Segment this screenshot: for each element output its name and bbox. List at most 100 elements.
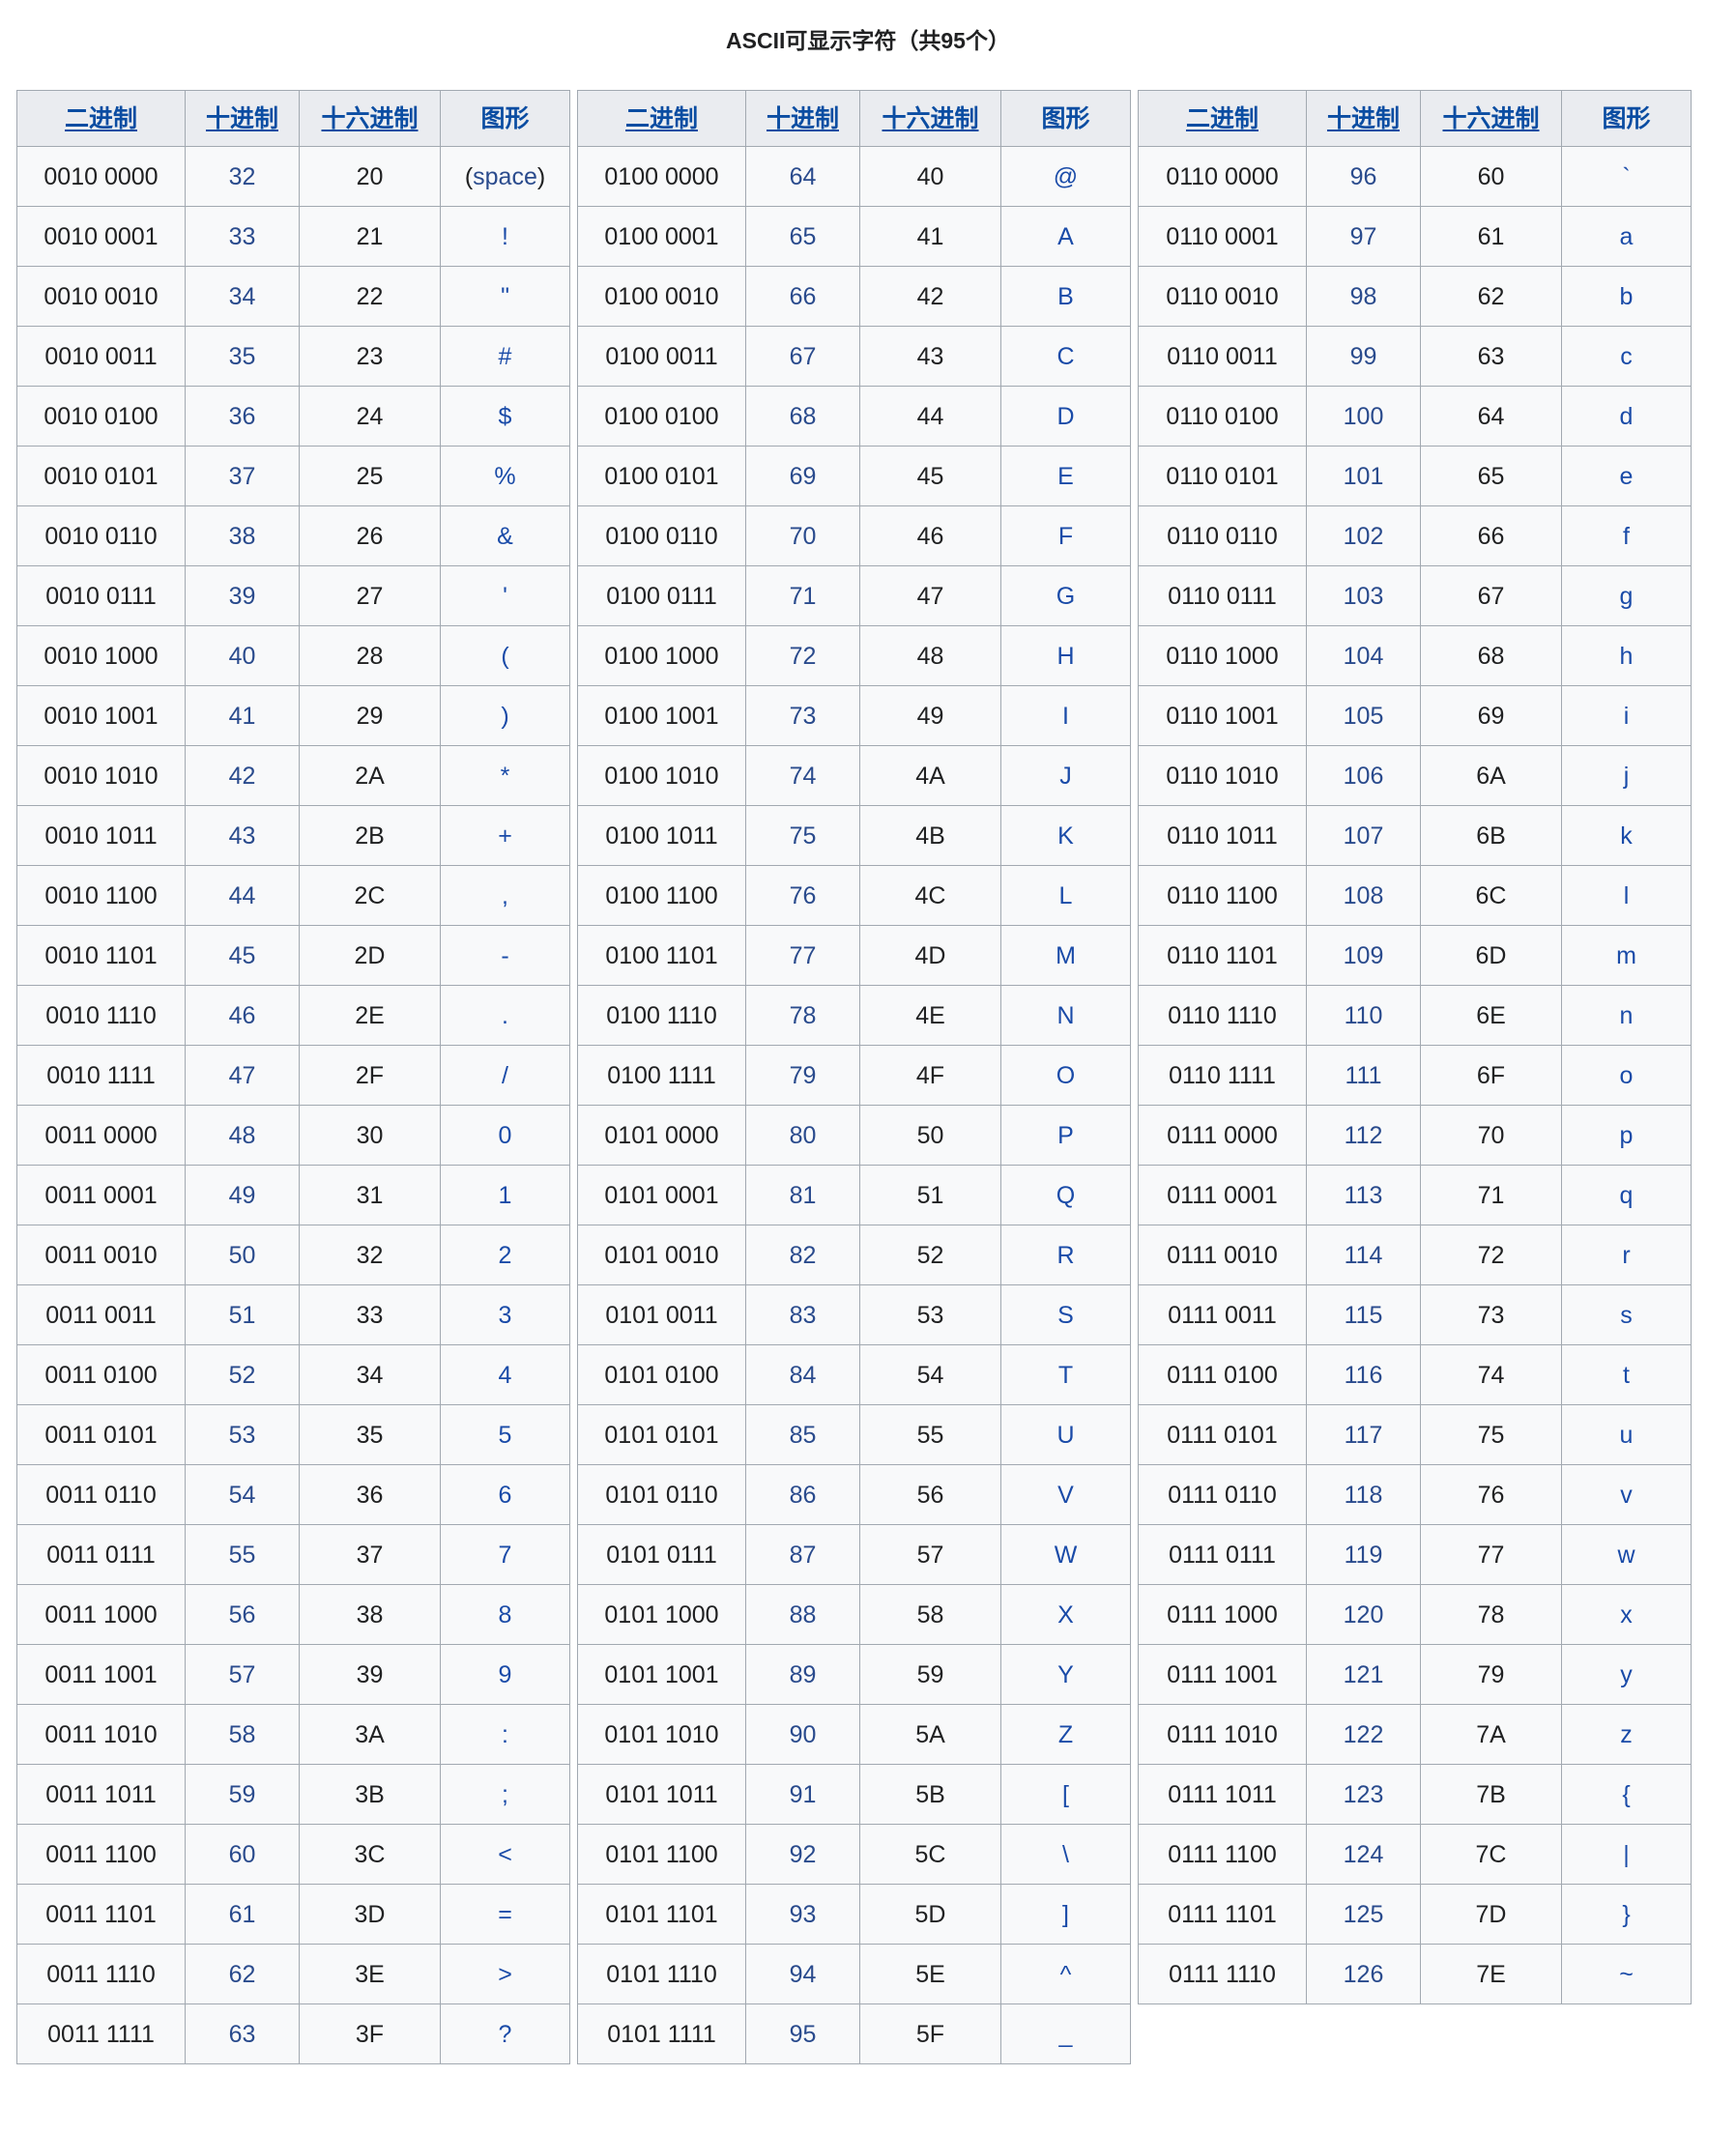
cell-decimal[interactable]: 121 xyxy=(1306,1644,1421,1706)
cell-decimal[interactable]: 112 xyxy=(1306,1105,1421,1167)
cell-glyph[interactable]: ] xyxy=(1000,1884,1131,1946)
cell-glyph[interactable]: 9 xyxy=(440,1644,570,1706)
cell-decimal[interactable]: 118 xyxy=(1306,1464,1421,1526)
cell-decimal[interactable]: 99 xyxy=(1306,326,1421,388)
cell-glyph[interactable]: Y xyxy=(1000,1644,1131,1706)
cell-glyph[interactable]: } xyxy=(1561,1884,1692,1946)
cell-decimal[interactable]: 64 xyxy=(745,146,860,208)
cell-glyph[interactable]: o xyxy=(1561,1045,1692,1107)
cell-decimal[interactable]: 42 xyxy=(185,745,300,807)
cell-glyph[interactable]: ` xyxy=(1561,146,1692,208)
cell-decimal[interactable]: 81 xyxy=(745,1165,860,1226)
cell-decimal[interactable]: 66 xyxy=(745,266,860,328)
cell-glyph[interactable]: ; xyxy=(440,1764,570,1826)
cell-decimal[interactable]: 43 xyxy=(185,805,300,867)
cell-glyph[interactable]: u xyxy=(1561,1404,1692,1466)
cell-decimal[interactable]: 37 xyxy=(185,446,300,507)
cell-decimal[interactable]: 44 xyxy=(185,865,300,927)
cell-decimal[interactable]: 82 xyxy=(745,1225,860,1286)
column-header-binary[interactable]: 二进制 xyxy=(16,90,186,148)
cell-glyph[interactable]: " xyxy=(440,266,570,328)
cell-glyph[interactable]: e xyxy=(1561,446,1692,507)
cell-glyph[interactable]: , xyxy=(440,865,570,927)
cell-decimal[interactable]: 63 xyxy=(185,2003,300,2065)
cell-decimal[interactable]: 58 xyxy=(185,1704,300,1766)
cell-decimal[interactable]: 51 xyxy=(185,1284,300,1346)
cell-decimal[interactable]: 47 xyxy=(185,1045,300,1107)
cell-decimal[interactable]: 62 xyxy=(185,1944,300,2005)
cell-glyph[interactable]: n xyxy=(1561,985,1692,1047)
cell-decimal[interactable]: 75 xyxy=(745,805,860,867)
cell-decimal[interactable]: 68 xyxy=(745,386,860,447)
column-header-glyph[interactable]: 图形 xyxy=(1000,90,1131,148)
cell-glyph[interactable]: k xyxy=(1561,805,1692,867)
cell-glyph[interactable]: P xyxy=(1000,1105,1131,1167)
column-header-decimal[interactable]: 十进制 xyxy=(1306,90,1421,148)
cell-decimal[interactable]: 96 xyxy=(1306,146,1421,208)
cell-glyph[interactable]: ! xyxy=(440,206,570,268)
cell-glyph[interactable]: 8 xyxy=(440,1584,570,1646)
cell-glyph[interactable]: 5 xyxy=(440,1404,570,1466)
cell-glyph[interactable]: 6 xyxy=(440,1464,570,1526)
cell-decimal[interactable]: 115 xyxy=(1306,1284,1421,1346)
cell-decimal[interactable]: 80 xyxy=(745,1105,860,1167)
cell-glyph[interactable]: R xyxy=(1000,1225,1131,1286)
cell-glyph[interactable]: l xyxy=(1561,865,1692,927)
cell-glyph[interactable]: X xyxy=(1000,1584,1131,1646)
cell-glyph[interactable]: (space) xyxy=(440,146,570,208)
cell-decimal[interactable]: 117 xyxy=(1306,1404,1421,1466)
cell-glyph[interactable]: W xyxy=(1000,1524,1131,1586)
cell-glyph[interactable]: V xyxy=(1000,1464,1131,1526)
cell-decimal[interactable]: 93 xyxy=(745,1884,860,1946)
cell-decimal[interactable]: 104 xyxy=(1306,625,1421,687)
cell-glyph[interactable]: ( xyxy=(440,625,570,687)
cell-decimal[interactable]: 114 xyxy=(1306,1225,1421,1286)
cell-decimal[interactable]: 122 xyxy=(1306,1704,1421,1766)
cell-glyph[interactable]: ) xyxy=(440,685,570,747)
cell-decimal[interactable]: 74 xyxy=(745,745,860,807)
cell-glyph[interactable]: $ xyxy=(440,386,570,447)
cell-glyph[interactable]: K xyxy=(1000,805,1131,867)
cell-glyph[interactable]: y xyxy=(1561,1644,1692,1706)
cell-decimal[interactable]: 39 xyxy=(185,565,300,627)
cell-glyph[interactable]: C xyxy=(1000,326,1131,388)
cell-glyph[interactable]: A xyxy=(1000,206,1131,268)
cell-glyph[interactable]: : xyxy=(440,1704,570,1766)
cell-decimal[interactable]: 49 xyxy=(185,1165,300,1226)
cell-glyph[interactable]: G xyxy=(1000,565,1131,627)
cell-decimal[interactable]: 77 xyxy=(745,925,860,987)
column-header-glyph[interactable]: 图形 xyxy=(440,90,570,148)
cell-decimal[interactable]: 107 xyxy=(1306,805,1421,867)
cell-glyph[interactable]: ^ xyxy=(1000,1944,1131,2005)
cell-glyph[interactable]: % xyxy=(440,446,570,507)
cell-decimal[interactable]: 35 xyxy=(185,326,300,388)
cell-glyph[interactable]: 2 xyxy=(440,1225,570,1286)
cell-decimal[interactable]: 65 xyxy=(745,206,860,268)
cell-glyph[interactable]: 0 xyxy=(440,1105,570,1167)
cell-decimal[interactable]: 89 xyxy=(745,1644,860,1706)
cell-glyph[interactable]: t xyxy=(1561,1344,1692,1406)
cell-glyph[interactable]: v xyxy=(1561,1464,1692,1526)
cell-glyph[interactable]: ~ xyxy=(1561,1944,1692,2005)
cell-glyph[interactable]: z xyxy=(1561,1704,1692,1766)
cell-decimal[interactable]: 48 xyxy=(185,1105,300,1167)
cell-decimal[interactable]: 70 xyxy=(745,505,860,567)
cell-decimal[interactable]: 111 xyxy=(1306,1045,1421,1107)
cell-decimal[interactable]: 126 xyxy=(1306,1944,1421,2005)
cell-decimal[interactable]: 72 xyxy=(745,625,860,687)
cell-decimal[interactable]: 73 xyxy=(745,685,860,747)
column-header-glyph[interactable]: 图形 xyxy=(1561,90,1692,148)
cell-decimal[interactable]: 50 xyxy=(185,1225,300,1286)
cell-glyph[interactable]: 4 xyxy=(440,1344,570,1406)
cell-decimal[interactable]: 33 xyxy=(185,206,300,268)
cell-decimal[interactable]: 94 xyxy=(745,1944,860,2005)
cell-decimal[interactable]: 116 xyxy=(1306,1344,1421,1406)
cell-glyph[interactable]: q xyxy=(1561,1165,1692,1226)
cell-decimal[interactable]: 101 xyxy=(1306,446,1421,507)
cell-glyph[interactable]: h xyxy=(1561,625,1692,687)
cell-decimal[interactable]: 76 xyxy=(745,865,860,927)
cell-glyph[interactable]: J xyxy=(1000,745,1131,807)
cell-glyph[interactable]: U xyxy=(1000,1404,1131,1466)
cell-decimal[interactable]: 32 xyxy=(185,146,300,208)
cell-decimal[interactable]: 119 xyxy=(1306,1524,1421,1586)
